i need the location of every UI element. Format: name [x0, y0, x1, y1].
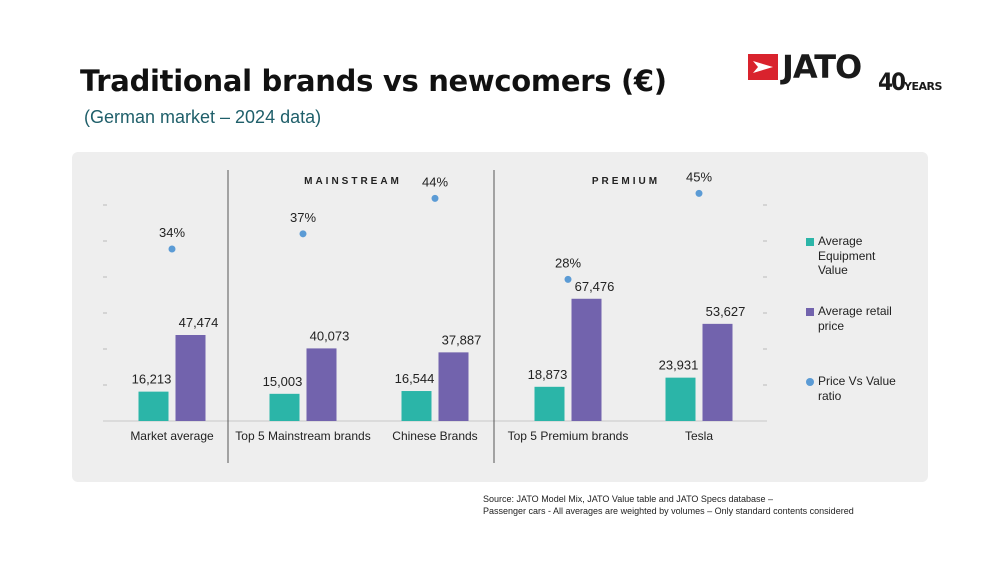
- source-line-2: Passenger cars - All averages are weight…: [483, 506, 854, 516]
- ratio-label: 37%: [290, 210, 316, 225]
- jato-mark-arrow: [753, 61, 773, 73]
- chart-subtitle: (German market – 2024 data): [84, 107, 322, 127]
- chart-panel: [72, 152, 928, 482]
- legend-label-retail: Average retail price: [818, 304, 892, 333]
- bar-equipment: [401, 391, 432, 421]
- logo-forty: 40: [878, 68, 906, 96]
- bar-retail: [702, 323, 733, 421]
- category-label: Top 5 Premium brands: [508, 429, 629, 443]
- legend-swatch-equipment: [806, 238, 814, 246]
- bar-retail: [175, 335, 206, 421]
- bar-label-retail: 47,474: [179, 315, 219, 330]
- legend-swatch-ratio: [806, 378, 814, 386]
- bar-retail: [438, 352, 469, 421]
- category-label: Top 5 Mainstream brands: [235, 429, 370, 443]
- chart-title: Traditional brands vs newcomers (€): [80, 64, 667, 98]
- bar-equipment: [138, 391, 169, 421]
- ratio-label: 44%: [422, 174, 448, 189]
- category-label: Market average: [130, 429, 214, 443]
- bar-equipment: [534, 386, 565, 421]
- ratio-label: 28%: [555, 255, 581, 270]
- source-line-1: Source: JATO Model Mix, JATO Value table…: [483, 494, 773, 504]
- ratio-point: [564, 275, 572, 283]
- ratio-point: [695, 189, 703, 197]
- legend-label-equipment: Average Equipment Value: [818, 234, 876, 277]
- bar-label-retail: 53,627: [706, 304, 746, 319]
- bar-label-retail: 40,073: [310, 328, 350, 343]
- ratio-label: 34%: [159, 225, 185, 240]
- bar-equipment: [665, 377, 696, 421]
- legend-label-ratio: Price Vs Value ratio: [818, 374, 896, 403]
- legend-swatch-retail: [806, 308, 814, 316]
- ratio-label: 45%: [686, 169, 712, 184]
- logo-years: YEARS: [904, 80, 942, 93]
- group-header-mainstream: MAINSTREAM: [304, 176, 402, 187]
- bar-equipment: [269, 393, 300, 421]
- bar-label-equipment: 15,003: [263, 374, 303, 389]
- bar-label-equipment: 16,213: [132, 372, 172, 387]
- category-label: Chinese Brands: [392, 429, 477, 443]
- ratio-point: [431, 194, 439, 202]
- ratio-point: [168, 245, 176, 253]
- bar-retail: [306, 348, 337, 421]
- bar-label-retail: 37,887: [442, 332, 482, 347]
- bar-label-equipment: 18,873: [528, 367, 568, 382]
- group-header-premium: PREMIUM: [592, 176, 660, 187]
- jato-logo: JATO 40 YEARS: [748, 48, 942, 98]
- bar-label-equipment: 23,931: [659, 358, 699, 373]
- source-note: Source: JATO Model Mix, JATO Value table…: [483, 493, 854, 517]
- jato-mark-icon: [748, 54, 778, 80]
- ratio-point: [299, 230, 307, 238]
- bar-retail: [571, 298, 602, 421]
- bar-label-retail: 67,476: [575, 279, 615, 294]
- category-label: Tesla: [685, 429, 713, 443]
- bar-label-equipment: 16,544: [395, 371, 435, 386]
- logo-brand: JATO: [782, 48, 862, 86]
